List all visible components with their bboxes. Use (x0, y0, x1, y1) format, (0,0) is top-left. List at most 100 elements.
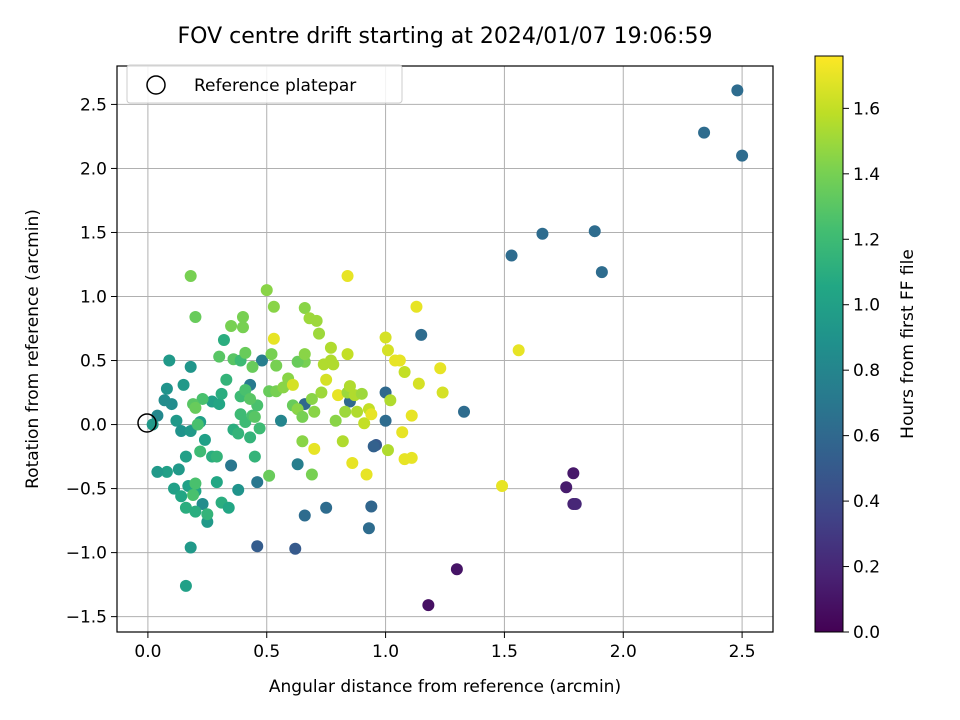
data-point (187, 488, 200, 501)
data-point (248, 410, 261, 423)
legend: Reference platepar (126, 64, 403, 104)
y-tick-label: −1.5 (66, 608, 107, 628)
y-axis-label: Rotation from reference (arcmin) (23, 209, 43, 489)
data-point (215, 387, 228, 400)
data-point (255, 354, 268, 367)
data-point (412, 377, 425, 390)
data-point (291, 458, 304, 471)
data-point (298, 509, 311, 522)
data-point (248, 450, 261, 463)
data-point (396, 426, 409, 439)
x-tick-label: 0.5 (253, 642, 280, 662)
colorbar-ticks: 0.0 0.2 0.4 0.6 0.8 1.0 1.2 1.4 1.6 (843, 99, 880, 643)
data-point (179, 501, 192, 514)
data-point (365, 500, 378, 513)
data-point (232, 427, 245, 440)
data-point (184, 270, 197, 283)
legend-entry-label: Reference platepar (194, 76, 356, 96)
data-point (332, 389, 345, 402)
data-point (410, 300, 423, 313)
data-points (146, 84, 749, 612)
data-point (213, 350, 226, 363)
data-point (346, 456, 359, 469)
data-point (168, 482, 181, 495)
data-point (308, 442, 321, 455)
y-tick-label: 0.0 (80, 416, 107, 436)
data-point (194, 445, 207, 458)
data-point (177, 378, 190, 391)
colorbar-tick-label: 1.0 (853, 296, 880, 316)
data-point (236, 321, 249, 334)
y-tick-label: 1.0 (80, 287, 107, 307)
y-tick-label: −1.0 (66, 544, 107, 564)
data-point (393, 354, 406, 367)
colorbar-tick-label: 0.6 (853, 427, 880, 447)
x-axis-ticks: 0.0 0.5 1.0 1.5 2.0 2.5 (134, 632, 756, 662)
data-point (415, 328, 428, 341)
data-point (405, 451, 418, 464)
data-point (336, 435, 349, 448)
legend-marker-icon (146, 75, 166, 95)
data-point (379, 414, 392, 427)
data-point (305, 468, 318, 481)
data-point (246, 360, 259, 373)
data-point (505, 249, 518, 262)
colorbar-tick-label: 0.0 (853, 623, 880, 643)
data-point (343, 380, 356, 393)
data-point (329, 414, 342, 427)
data-point (315, 386, 328, 399)
y-tick-label: 0.5 (80, 352, 107, 372)
data-point (360, 468, 373, 481)
data-point (244, 392, 257, 405)
x-tick-label: 2.0 (610, 642, 637, 662)
data-point (263, 469, 276, 482)
data-point (170, 414, 183, 427)
data-point (151, 465, 164, 478)
data-point (339, 405, 352, 418)
colorbar-tick-label: 1.2 (853, 230, 880, 250)
data-point (351, 405, 364, 418)
data-point (289, 542, 302, 555)
data-point (189, 477, 202, 490)
data-point (731, 84, 744, 97)
data-point (244, 431, 257, 444)
data-point (189, 310, 202, 323)
data-point (160, 465, 173, 478)
data-point (251, 476, 264, 489)
data-point (196, 497, 209, 510)
data-point (210, 450, 223, 463)
data-point (251, 540, 264, 553)
data-point (324, 341, 337, 354)
data-point (220, 373, 233, 386)
data-point (189, 401, 202, 414)
colorbar-tick-label: 0.2 (853, 558, 880, 578)
data-point (296, 410, 309, 423)
data-point (381, 344, 394, 357)
data-point (179, 579, 192, 592)
data-point (239, 346, 252, 359)
data-point (298, 302, 311, 315)
data-point (436, 386, 449, 399)
data-point (213, 398, 226, 411)
data-point (405, 409, 418, 422)
data-point (341, 348, 354, 361)
x-tick-label: 1.5 (491, 642, 518, 662)
data-point (313, 327, 326, 340)
data-point (320, 501, 333, 514)
y-tick-label: 2.0 (80, 159, 107, 179)
data-point (362, 522, 375, 535)
data-point (267, 300, 280, 313)
colorbar-tick-label: 1.6 (853, 99, 880, 119)
data-point (327, 358, 340, 371)
data-point (512, 344, 525, 357)
colorbar-tick-label: 1.4 (853, 165, 880, 185)
data-point (253, 422, 266, 435)
x-tick-label: 2.5 (729, 642, 756, 662)
data-point (298, 348, 311, 361)
data-point (175, 490, 188, 503)
data-point (310, 314, 323, 327)
data-point (355, 387, 368, 400)
legend-box (126, 64, 403, 104)
data-point (434, 362, 447, 375)
